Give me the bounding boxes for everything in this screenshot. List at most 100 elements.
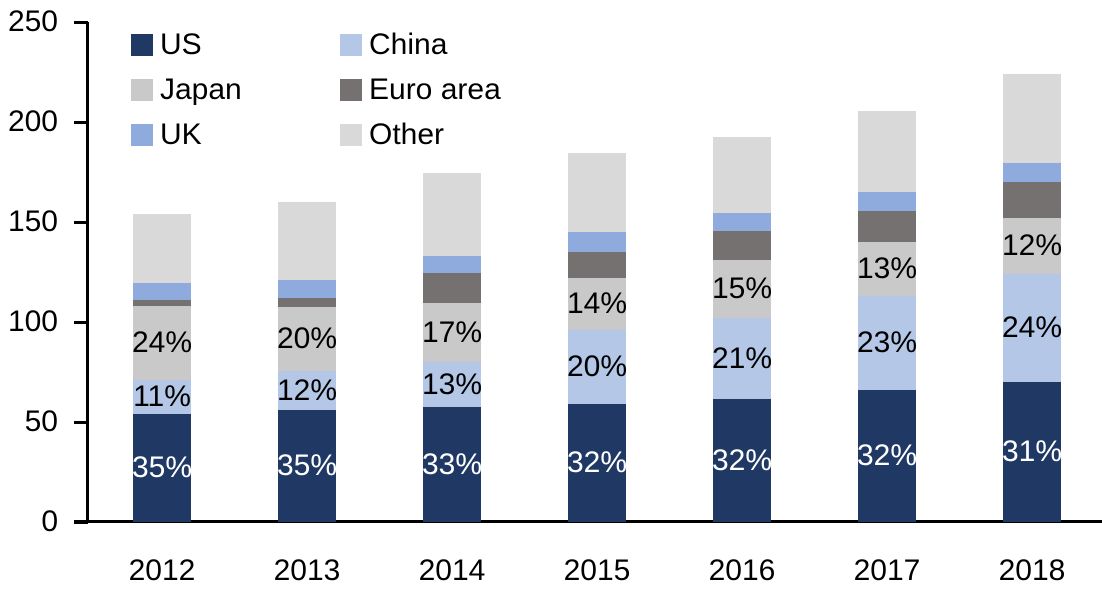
y-tick-label: 50 — [24, 405, 58, 438]
bar-segment-uk — [568, 232, 626, 252]
x-tick-label: 2016 — [708, 554, 776, 587]
bar-segment-uk — [423, 256, 481, 273]
y-tick-label: 100 — [7, 305, 58, 338]
y-tick-label: 0 — [41, 505, 58, 538]
y-tick-label: 150 — [7, 205, 58, 238]
segment-percent-label: 12% — [1001, 229, 1063, 262]
bar-segment-uk — [133, 283, 191, 300]
legend-item-uk: UK — [131, 112, 340, 157]
bar-segment-other — [278, 202, 336, 280]
y-tick-mark — [74, 421, 88, 424]
legend-swatch-icon — [131, 123, 153, 146]
legend-item-euro-area: Euro area — [340, 67, 549, 112]
bar-segment-us — [713, 399, 771, 522]
bar-segment-uk — [858, 192, 916, 211]
bar-segment-china — [858, 296, 916, 390]
bar-segment-euro-area — [858, 211, 916, 242]
y-tick-mark — [74, 321, 88, 324]
segment-percent-label: 15% — [711, 272, 773, 305]
segment-percent-label: 24% — [1001, 311, 1063, 344]
bar-segment-china — [713, 318, 771, 399]
bar-segment-other — [133, 214, 191, 283]
legend-item-us: US — [131, 22, 340, 67]
bar-segment-euro-area — [133, 300, 191, 306]
legend-row: UK Other — [131, 112, 549, 157]
bar-segment-euro-area — [568, 252, 626, 278]
legend-swatch-icon — [340, 123, 362, 146]
bar-segment-uk — [1003, 163, 1061, 182]
segment-percent-label: 20% — [276, 322, 338, 355]
bar-segment-us — [423, 407, 481, 522]
bar-segment-other — [423, 173, 481, 256]
legend-swatch-icon — [131, 33, 153, 56]
y-tick-label: 250 — [7, 5, 58, 38]
legend-item-china: China — [340, 22, 549, 67]
segment-percent-label: 17% — [421, 315, 483, 349]
bar-segment-other — [713, 137, 771, 213]
x-tick-label: 2012 — [128, 554, 196, 587]
legend: US China Japan Euro area UK Other — [131, 22, 549, 157]
bar-segment-japan — [423, 303, 481, 362]
bar-segment-japan — [858, 242, 916, 296]
bar-segment-euro-area — [278, 298, 336, 307]
y-tick-mark — [74, 521, 88, 524]
segment-percent-label: 32% — [566, 446, 628, 479]
segment-percent-label: 13% — [421, 367, 483, 401]
bar-segment-us — [858, 390, 916, 522]
legend-item-other: Other — [340, 112, 549, 157]
segment-percent-label: 33% — [421, 447, 483, 481]
legend-row: Japan Euro area — [131, 67, 549, 112]
bar-segment-uk — [278, 280, 336, 298]
bar-segment-china — [133, 380, 191, 414]
bar-segment-japan — [568, 278, 626, 330]
bar-segment-other — [568, 153, 626, 232]
segment-percent-label: 31% — [1001, 435, 1063, 468]
legend-item-japan: Japan — [131, 67, 340, 112]
x-tick-label: 2017 — [853, 554, 921, 587]
y-axis-line — [86, 22, 89, 523]
legend-label: US — [160, 27, 202, 61]
bar-segment-japan — [278, 307, 336, 371]
y-tick-label: 200 — [7, 105, 58, 138]
x-tick-label: 2014 — [418, 554, 486, 587]
bar-segment-china — [423, 362, 481, 407]
bar-segment-uk — [713, 213, 771, 231]
x-tick-label: 2013 — [273, 554, 341, 587]
bar-segment-euro-area — [713, 231, 771, 260]
bar-segment-japan — [133, 306, 191, 380]
bar-segment-japan — [713, 260, 771, 318]
legend-swatch-icon — [340, 33, 362, 56]
segment-percent-label: 35% — [276, 449, 338, 482]
bar-segment-other — [858, 111, 916, 192]
x-tick-label: 2018 — [998, 554, 1066, 587]
segment-percent-label: 23% — [856, 326, 918, 359]
bar-segment-us — [278, 410, 336, 522]
bar-segment-us — [1003, 382, 1061, 522]
bar-segment-china — [1003, 274, 1061, 382]
legend-swatch-icon — [131, 78, 153, 101]
x-tick-label: 2015 — [563, 554, 631, 587]
legend-label: Japan — [160, 72, 242, 106]
bar-segment-japan — [1003, 218, 1061, 274]
legend-label: Other — [369, 117, 445, 151]
bar-segment-china — [278, 371, 336, 410]
segment-percent-label: 32% — [856, 439, 918, 472]
bar-segment-euro-area — [423, 273, 481, 303]
legend-label: China — [369, 27, 448, 61]
bar-segment-us — [133, 414, 191, 522]
legend-row: US China — [131, 22, 549, 67]
legend-label: Euro area — [369, 72, 501, 106]
y-tick-mark — [74, 21, 88, 24]
segment-percent-label: 35% — [131, 451, 193, 484]
bar-segment-us — [568, 404, 626, 522]
segment-percent-label: 32% — [711, 443, 773, 477]
segment-percent-label: 11% — [133, 380, 191, 413]
segment-percent-label: 21% — [711, 341, 773, 375]
segment-percent-label: 13% — [856, 252, 918, 285]
segment-percent-label: 12% — [276, 373, 338, 407]
bar-segment-china — [568, 330, 626, 404]
y-tick-mark — [74, 221, 88, 224]
bar-segment-euro-area — [1003, 182, 1061, 218]
segment-percent-label: 14% — [566, 287, 628, 320]
